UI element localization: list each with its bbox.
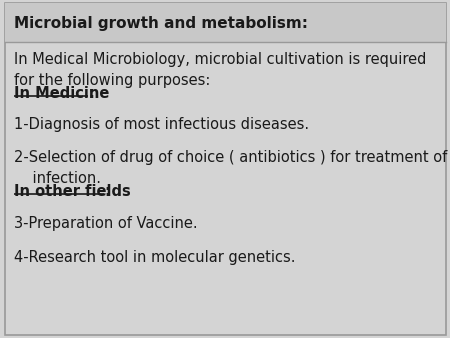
Text: 1-Diagnosis of most infectious diseases.: 1-Diagnosis of most infectious diseases. (14, 117, 309, 131)
Text: 2-Selection of drug of choice ( antibiotics ) for treatment of
    infection.: 2-Selection of drug of choice ( antibiot… (14, 150, 447, 187)
Text: In Medicine: In Medicine (14, 86, 109, 101)
Text: In Medical Microbiology, microbial cultivation is required
for the following pur: In Medical Microbiology, microbial culti… (14, 52, 426, 89)
Text: :: : (89, 86, 94, 101)
FancyBboxPatch shape (4, 3, 446, 335)
Text: In other fields: In other fields (14, 184, 130, 199)
Text: :: : (105, 184, 111, 199)
Text: 3-Preparation of Vaccine.: 3-Preparation of Vaccine. (14, 216, 197, 231)
Text: Microbial growth and metabolism:: Microbial growth and metabolism: (14, 16, 307, 31)
FancyBboxPatch shape (4, 3, 446, 42)
Text: 4-Research tool in molecular genetics.: 4-Research tool in molecular genetics. (14, 250, 295, 265)
